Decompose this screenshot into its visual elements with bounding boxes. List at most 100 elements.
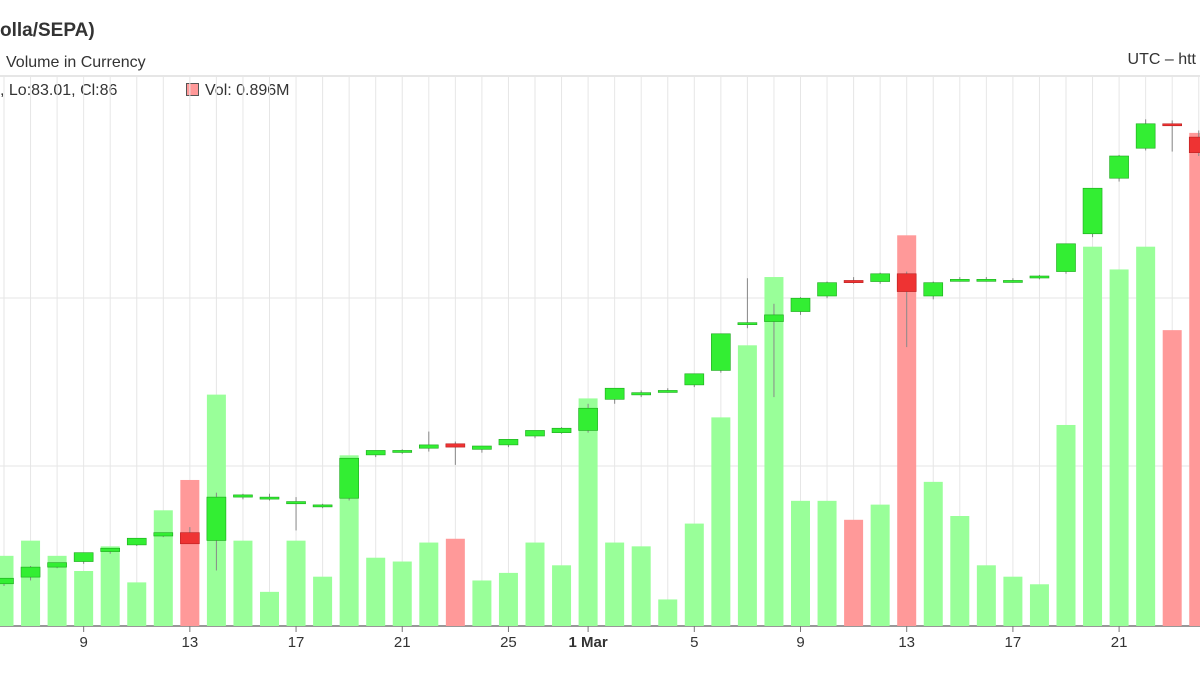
- candle-body: [1162, 123, 1182, 127]
- volume-bars: [0, 132, 1200, 627]
- candle-body: [949, 279, 970, 282]
- volume-bar: [552, 565, 572, 626]
- candle-body: [100, 547, 120, 552]
- volume-bar: [127, 582, 147, 626]
- candle-body: [312, 504, 333, 508]
- x-tick-label: 21: [1111, 634, 1128, 651]
- candle-body: [365, 450, 386, 456]
- volume-bar: [923, 481, 943, 626]
- candle-body: [20, 566, 41, 578]
- volume-bar: [1003, 576, 1023, 626]
- volume-bar: [1029, 584, 1049, 626]
- volume-bar: [897, 235, 917, 626]
- candle-body: [657, 390, 678, 393]
- candle-body: [0, 577, 14, 585]
- volume-bar: [870, 504, 890, 626]
- volume-bar: [711, 417, 731, 626]
- volume-bar: [233, 540, 253, 626]
- x-tick-label: 21: [394, 634, 411, 651]
- volume-bar: [1189, 132, 1200, 626]
- volume-bar: [1083, 246, 1103, 627]
- volume-legend: Vol: 0.896M: [186, 82, 290, 100]
- volume-bar: [1162, 330, 1182, 626]
- candle-body: [498, 439, 519, 446]
- volume-bar: [1109, 269, 1129, 626]
- candle-body: [551, 427, 572, 433]
- volume-bar: [392, 561, 412, 626]
- volume-bar: [791, 500, 810, 626]
- candles: [0, 119, 1200, 586]
- candle-body: [817, 282, 837, 297]
- volume-bar: [684, 523, 704, 626]
- candle-body: [525, 430, 545, 437]
- volume-bar: [100, 546, 120, 626]
- volume-bar: [419, 542, 439, 626]
- x-tick-label: 13: [182, 634, 199, 651]
- volume-bar: [153, 510, 173, 626]
- volume-bar: [498, 572, 518, 626]
- candle-body: [339, 457, 359, 499]
- chart-title: olla/SEPA): [0, 20, 95, 41]
- candle-body: [180, 532, 200, 545]
- volume-readout: Vol: 0.896M: [205, 82, 290, 99]
- candle-body: [126, 537, 147, 546]
- chart-subtitle: Volume in Currency: [6, 54, 146, 71]
- candle-body: [1029, 275, 1050, 279]
- candle-body: [47, 562, 67, 568]
- volume-bar: [658, 599, 678, 626]
- volume-bar: [0, 555, 14, 626]
- volume-bar: [631, 546, 651, 626]
- candle-body: [711, 333, 731, 371]
- volume-bar: [1056, 424, 1076, 626]
- x-tick-label: 17: [1005, 634, 1022, 651]
- candle-body: [286, 501, 306, 505]
- volume-bar: [950, 516, 970, 626]
- volume-bar: [472, 580, 492, 626]
- candle-body: [896, 273, 917, 292]
- volume-bar: [47, 555, 67, 626]
- x-tick-label: 25: [500, 634, 517, 651]
- candle-body: [392, 450, 413, 453]
- candle-body: [604, 387, 625, 400]
- timezone-label: UTC – htt: [1127, 51, 1196, 68]
- candle-body: [259, 496, 280, 500]
- x-tick-label: 1 Mar: [569, 634, 608, 651]
- candle-body: [73, 552, 94, 562]
- volume-bar: [260, 591, 279, 626]
- volume-bar: [817, 500, 837, 626]
- volume-bar: [578, 398, 598, 626]
- x-tick-label: 9: [796, 634, 804, 651]
- grid-lines: [0, 75, 1200, 627]
- x-tick-label: 13: [898, 634, 915, 651]
- candle-body: [1003, 280, 1023, 283]
- candle-body: [976, 279, 997, 282]
- candle-body: [1188, 136, 1200, 153]
- candle-body: [923, 282, 944, 297]
- candle-body: [764, 314, 784, 322]
- candle-body: [153, 532, 174, 537]
- candle-body: [684, 373, 705, 386]
- volume-bar: [525, 542, 545, 626]
- volume-bar: [286, 540, 306, 626]
- x-tick-label: 17: [288, 634, 305, 651]
- candle-body: [206, 496, 227, 541]
- candle-body: [1109, 155, 1129, 179]
- x-axis: 9 13 17 21 25 1 Mar 5 9 13 17 21: [79, 626, 1127, 651]
- volume-bar: [313, 576, 333, 626]
- candle-body: [418, 444, 439, 449]
- volume-bar: [844, 519, 864, 626]
- x-tick-label: 5: [690, 634, 698, 651]
- candle-body: [1082, 187, 1103, 235]
- volume-bar: [74, 571, 94, 626]
- candle-body: [445, 443, 466, 448]
- volume-bar: [976, 565, 996, 626]
- candle-body: [870, 273, 890, 282]
- volume-bar: [21, 540, 41, 626]
- x-tick-label: 9: [79, 634, 87, 651]
- candle-body: [631, 392, 652, 396]
- ohlc-readout: , Lo:83.01, Cl:86: [0, 82, 118, 99]
- candle-body: [472, 445, 492, 450]
- volume-swatch: [186, 83, 199, 96]
- candle-body: [578, 407, 598, 431]
